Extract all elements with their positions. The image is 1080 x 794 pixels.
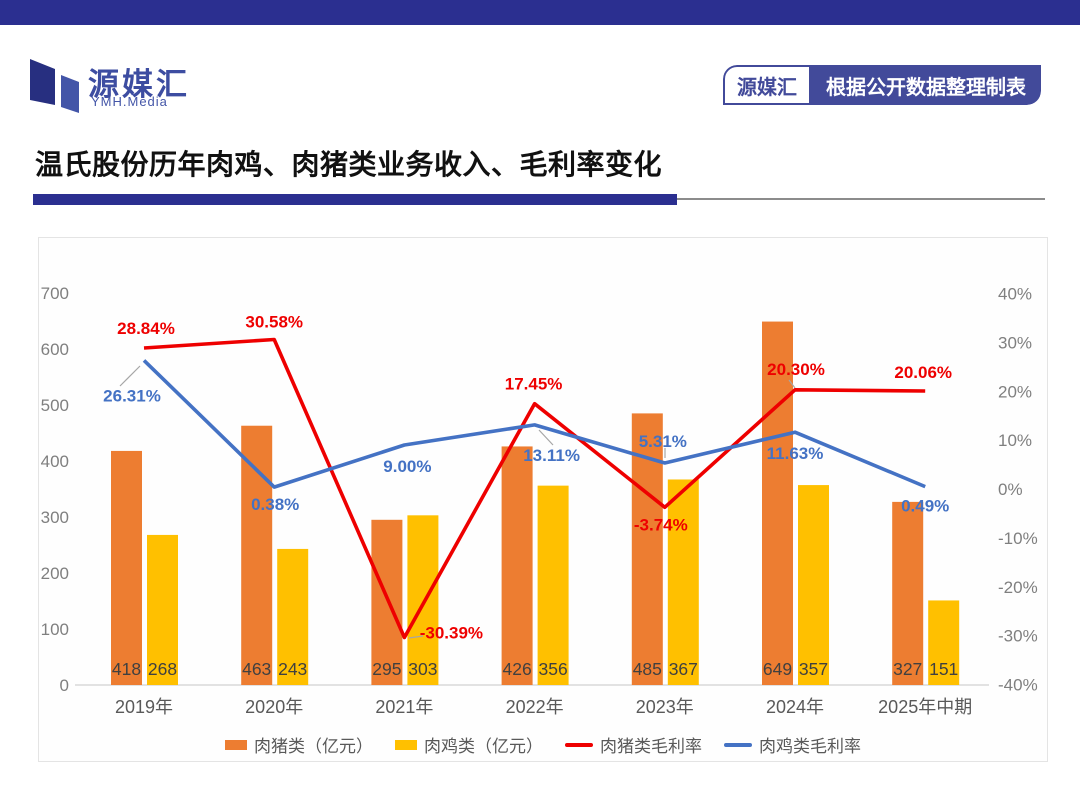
label-leader-line [408,635,424,639]
left-axis-tick: 400 [41,452,69,471]
legend-item: 肉鸡类（亿元） [395,732,543,757]
line-point-label: 0.38% [251,495,299,514]
right-axis-tick: 20% [998,382,1032,401]
category-label: 2021年 [375,697,433,717]
bar-value-label: 485 [633,659,662,679]
line-point-label: 20.30% [767,360,825,379]
bar-0-6 [892,501,924,685]
line-point-label: 13.11% [523,446,580,465]
left-axis-tick: 700 [41,284,69,303]
source-badge-brand: 源媒汇 [723,65,811,105]
line-point-label: -3.74% [634,515,688,534]
right-axis-tick: 30% [998,333,1032,352]
line-point-label: 0.49% [901,497,949,516]
bar-value-label: 295 [372,659,401,679]
left-axis-tick: 600 [41,340,69,359]
source-badge: 源媒汇 根据公开数据整理制表 [723,65,1041,105]
bar-value-label: 356 [538,659,567,679]
line-series-1 [142,359,926,489]
chart-legend: 肉猪类（亿元） 肉鸡类（亿元） 肉猪类毛利率 肉鸡类毛利率 [39,732,1047,757]
legend-item: 肉猪类毛利率 [565,732,702,757]
left-axis-tick: 300 [41,508,69,527]
bar-value-label: 357 [799,659,828,679]
bar-0-2 [371,519,403,685]
legend-label: 肉鸡类（亿元） [424,737,543,756]
bar-value-label: 327 [893,659,922,679]
line-series-0 [143,337,926,640]
bar-1-1 [277,548,309,685]
legend-item: 肉猪类（亿元） [225,732,373,757]
bar-0-1 [241,425,273,685]
bar-1-2 [407,515,439,685]
left-axis-tick: 200 [41,564,69,583]
legend-label: 肉猪类毛利率 [600,737,702,756]
category-label: 2019年 [115,697,173,717]
right-axis-tick: 40% [998,285,1032,304]
bar-0-0 [111,450,142,685]
line-point-label: 26.31% [103,386,161,405]
right-axis-tick: -20% [998,578,1038,597]
line-point-label: 9.00% [383,457,431,476]
label-leader-line [538,429,554,446]
legend-label: 肉猪类（亿元） [254,737,373,756]
category-label: 2022年 [506,697,564,717]
right-axis-tick: 0% [998,480,1023,499]
bar-value-label: 463 [242,659,271,679]
bar-1-5 [798,485,829,685]
bar-value-label: 367 [669,659,698,679]
bar-value-label: 649 [763,659,792,679]
bar-value-label: 268 [148,659,177,679]
line-point-label: 30.58% [245,313,303,332]
bar-1-6 [928,600,960,685]
title-underline-bar [33,194,677,205]
bar-value-label: 303 [408,659,437,679]
line-point-label: 20.06% [894,363,952,382]
left-axis-tick: 100 [41,620,69,639]
line-point-label: 5.31% [639,432,687,451]
legend-line-swatch [724,742,752,747]
bar-1-0 [147,534,178,685]
label-leader-line [788,379,796,389]
right-axis-tick: 10% [998,431,1032,450]
bar-1-4 [667,479,699,685]
category-label: 2023年 [636,697,694,717]
bar-0-3 [501,446,533,685]
label-leader-line [119,365,141,387]
top-accent-bar [0,0,1080,25]
ymh-logo-icon [30,59,79,113]
chart-card: 0 100 200 300 400 500 600 700 -40% -30% -20% -10% 0%… [38,237,1048,762]
right-axis-tick: -10% [998,529,1038,548]
legend-label: 肉鸡类毛利率 [759,737,861,756]
legend-bar-swatch [225,739,247,750]
left-axis-tick: 0 [60,676,69,695]
category-label: 2024年 [766,697,824,717]
legend-item: 肉鸡类毛利率 [724,732,861,757]
logo-subtext: YMH.Media [91,94,168,109]
bar-value-label: 243 [278,659,307,679]
bar-1-3 [537,485,569,685]
line-point-label: 17.45% [505,375,563,394]
right-axis-tick: -40% [998,676,1038,695]
logo-text: 源媒汇 [88,67,190,102]
category-label: 2025年中期 [878,697,972,717]
line-point-label: -30.39% [420,624,483,643]
chart-canvas: 0 100 200 300 400 500 600 700 -40% -30% -20% -10% 0%… [41,284,1038,717]
title-underline-thin-line [677,198,1045,200]
bar-value-label: 151 [929,659,958,679]
logo: 源媒汇 YMH.Media [28,55,288,115]
line-point-label: 28.84% [117,319,175,338]
bar-value-label: 418 [112,659,141,679]
category-label: 2020年 [245,697,303,717]
right-axis-tick: -30% [998,627,1038,646]
line-point-label: 11.63% [767,444,824,463]
bar-0-5 [762,321,793,685]
source-badge-note: 根据公开数据整理制表 [811,65,1041,105]
page-title: 温氏股份历年肉鸡、肉猪类业务收入、毛利率变化 [35,149,663,180]
legend-bar-swatch [395,739,417,750]
bar-value-label: 426 [502,659,531,679]
legend-line-swatch [565,742,593,747]
left-axis-tick: 500 [41,396,69,415]
